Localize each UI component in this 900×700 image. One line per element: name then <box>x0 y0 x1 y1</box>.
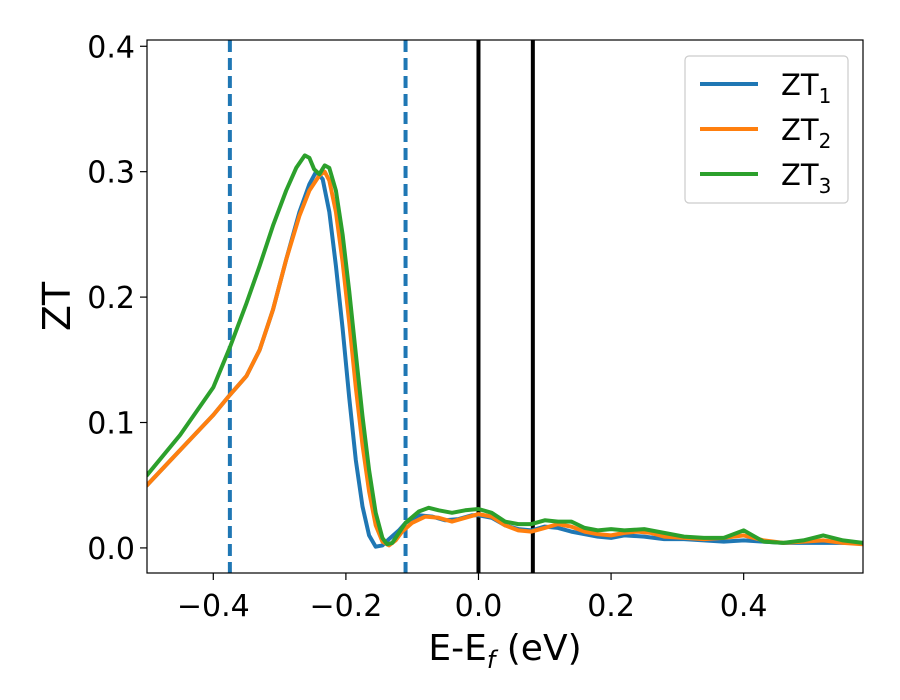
x-tick-label: −0.2 <box>309 589 382 624</box>
axes: −0.4 −0.2 0.0 0.2 0.4 0.0 0.1 0.2 0.3 0.4 E-Ef (eV… <box>35 30 864 674</box>
x-axis-label-main: E-E <box>428 628 486 669</box>
plot-frame <box>146 39 864 574</box>
legend-label-1: ZT1 <box>781 68 831 108</box>
legend-label-3: ZT3 <box>781 158 831 198</box>
legend-label-main: ZT <box>781 158 819 192</box>
y-tick-label: 0.0 <box>87 532 135 567</box>
y-tick-label: 0.4 <box>87 30 135 65</box>
legend-box <box>684 55 849 204</box>
legend-label-main: ZT <box>781 113 819 147</box>
legend-label-sub: 3 <box>819 174 832 198</box>
plot-area <box>147 40 863 573</box>
x-tick-label: 0.4 <box>720 589 768 624</box>
y-tick-label: 0.3 <box>87 156 135 191</box>
legend-label-main: ZT <box>781 68 819 102</box>
x-tick-label: 0.0 <box>455 589 503 624</box>
series-line-3 <box>147 153 863 547</box>
x-tick-label: 0.2 <box>587 589 635 624</box>
legend-label-sub: 2 <box>819 129 832 153</box>
legend-label-sub: 1 <box>819 84 832 108</box>
series-line-2 <box>147 169 863 548</box>
x-axis-label: E-Ef (eV) <box>428 628 581 674</box>
plot-content <box>147 40 863 573</box>
legend-label-2: ZT2 <box>781 113 831 153</box>
x-tick-label: −0.4 <box>177 589 250 624</box>
y-tick-label: 0.2 <box>87 281 135 316</box>
x-axis-label-unit: (eV) <box>495 628 581 669</box>
y-tick-label: 0.1 <box>87 407 135 442</box>
y-axis-label: ZT <box>35 281 79 331</box>
